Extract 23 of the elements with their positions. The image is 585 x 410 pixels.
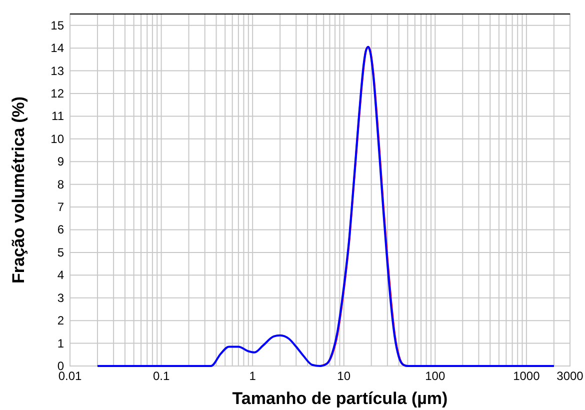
x-tick-label: 10 [337,369,351,383]
y-tick-label: 15 [50,18,64,32]
y-axis-title: Fração volumétrica (%) [9,96,28,284]
y-tick-label: 6 [57,222,64,237]
y-tick-label: 5 [57,245,64,260]
x-tick-label: 100 [425,369,446,383]
y-tick-label: 11 [52,109,64,124]
y-tick-label: 13 [50,64,64,78]
x-tick-label: 0.1 [152,369,170,383]
y-tick-label: 2 [57,314,64,328]
y-tick-label: 4 [57,268,64,282]
y-tick-label: 9 [57,154,64,169]
y-tick-label: 14 [50,41,64,56]
y-tick-label: 7 [57,200,64,214]
x-axis-title: Tamanho de partícula (µm) [232,389,448,408]
y-tick-label: 1 [57,336,64,350]
x-tick-label: 3000 [556,369,584,383]
y-tick-label: 10 [50,132,64,146]
y-tick-label: 8 [57,177,64,192]
x-tick-label: 1 [249,369,256,383]
x-tick-label: 1000 [513,369,540,383]
y-tick-label: 3 [57,290,64,305]
y-tick-label: 12 [50,86,64,100]
